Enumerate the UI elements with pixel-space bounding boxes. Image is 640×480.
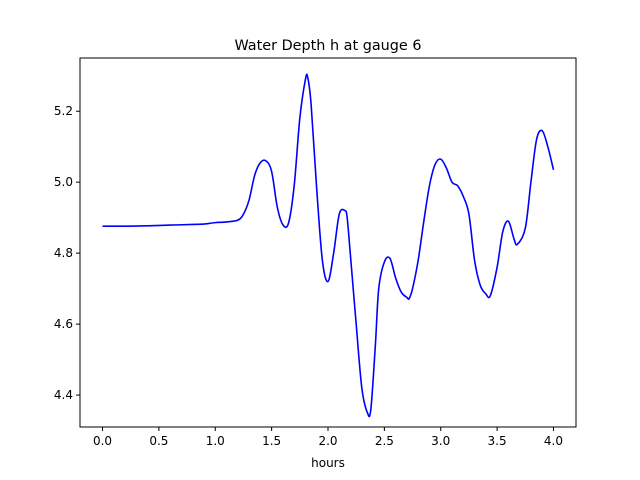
chart-title: Water Depth h at gauge 6 (234, 38, 421, 54)
x-axis-label: hours (311, 456, 345, 470)
y-tick-label: 4.4 (54, 388, 73, 402)
x-tick-label: 1.0 (206, 434, 225, 448)
y-tick-label: 5.0 (54, 175, 73, 189)
x-tick-label: 3.0 (431, 434, 450, 448)
y-tick-label: 4.8 (54, 246, 73, 260)
x-tick-label: 0.5 (149, 434, 168, 448)
y-axis: 4.4 4.6 4.8 5.0 5.2 (54, 104, 80, 402)
plot-area (102, 73, 555, 418)
y-tick-label: 5.2 (54, 104, 73, 118)
x-tick-label: 1.5 (262, 434, 281, 448)
x-tick-label: 0.0 (93, 434, 112, 448)
y-tick-label: 4.6 (54, 317, 73, 331)
x-tick-label: 3.5 (488, 434, 507, 448)
series-line (102, 73, 555, 418)
x-tick-label: 2.5 (375, 434, 394, 448)
x-axis: 0.0 0.5 1.0 1.5 2.0 2.5 3.0 3.5 4.0 (93, 427, 563, 448)
x-tick-label: 2.0 (318, 434, 337, 448)
x-tick-label: 4.0 (544, 434, 563, 448)
